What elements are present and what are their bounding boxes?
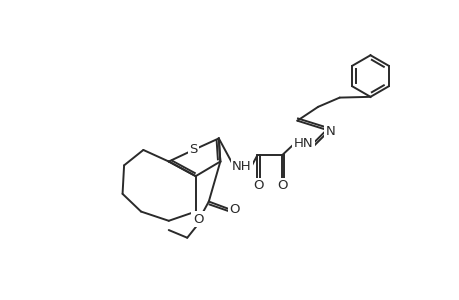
Text: O: O	[277, 179, 287, 192]
Text: N: N	[325, 125, 335, 138]
Text: NH: NH	[232, 160, 251, 173]
Text: O: O	[229, 203, 239, 216]
Text: O: O	[192, 213, 203, 226]
Text: S: S	[189, 143, 197, 156]
Text: HN: HN	[293, 137, 313, 150]
Text: O: O	[252, 179, 263, 192]
